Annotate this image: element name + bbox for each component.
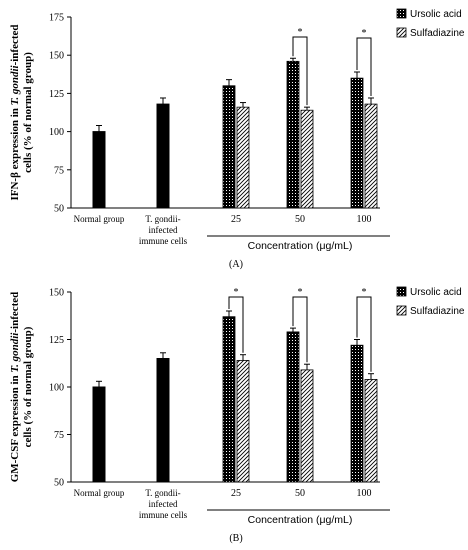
bar-sulfadiazine [236, 106, 250, 209]
y-tick-label: 125 [49, 335, 64, 346]
bar-sulfadiazine [300, 109, 314, 209]
chart-panel-b: 50 75 100 125 150 GM-CSF expression in T. gon… [9, 286, 465, 544]
x-tick-label: 25 [231, 214, 241, 225]
x-tick-label: 100 [357, 214, 372, 225]
y-tick-label: 100 [49, 127, 64, 138]
bar-control [92, 131, 106, 209]
y-axis-label: IFN-β expression in T. gondii-infectedce… [9, 24, 34, 200]
panel-label: (B) [229, 533, 242, 544]
bar-sulfadiazine [364, 103, 378, 209]
significance-bracket [292, 296, 308, 363]
significance-marker: * [234, 287, 239, 298]
y-tick-label: 125 [49, 89, 64, 100]
significance-marker: * [362, 28, 367, 39]
bar-control [92, 386, 106, 483]
x-tick-label: 50 [295, 488, 305, 499]
bar-sulfadiazine [364, 378, 378, 483]
significance-marker: * [298, 27, 303, 38]
x-tick-label: T. gondii-infected immune cells [139, 214, 188, 246]
x-tick-label: Normal group [74, 488, 125, 498]
legend-label-ursolic-acid: Ursolic acid [410, 9, 462, 20]
significance-bracket [356, 37, 372, 96]
bar-ursolic-acid [350, 77, 364, 209]
y-tick-label: 50 [54, 478, 64, 489]
significance-marker: * [362, 287, 367, 298]
y-tick-label: 75 [54, 430, 64, 441]
legend-label-sulfadiazine: Sulfadiazine [410, 306, 465, 317]
legend-label-sulfadiazine: Sulfadiazine [410, 28, 465, 39]
legend-swatch-sulfadiazine [396, 27, 407, 38]
y-tick-label: 50 [54, 204, 64, 215]
significance-marker: * [298, 287, 303, 298]
x-tick-label: 50 [295, 214, 305, 225]
legend-swatch-sulfadiazine [396, 305, 407, 316]
panel-label: (A) [229, 259, 243, 270]
x-axis-label: Concentration (μg/mL) [248, 240, 353, 252]
y-tick-label: 150 [49, 288, 64, 299]
y-tick-label: 175 [49, 13, 64, 24]
x-tick-label: Normal group [74, 214, 125, 224]
x-axis-label: Concentration (μg/mL) [248, 514, 353, 526]
y-tick-label: 100 [49, 383, 64, 394]
bar-control [156, 103, 170, 209]
chart-panel-a: 50 75 100 125 150 175 IFN-β expression in T. g… [9, 8, 465, 270]
y-tick-label: 150 [49, 51, 64, 62]
bar-ursolic-acid [286, 331, 300, 483]
y-tick-label: 75 [54, 165, 64, 176]
bar-sulfadiazine [300, 369, 314, 483]
bar-ursolic-acid [286, 60, 300, 209]
significance-bracket [356, 296, 372, 372]
bar-sulfadiazine [236, 359, 250, 483]
legend-swatch-ursolic-acid [396, 8, 407, 19]
bar-ursolic-acid [222, 85, 236, 209]
x-tick-label: T. gondii-infected immune cells [139, 488, 188, 520]
bar-ursolic-acid [350, 344, 364, 483]
significance-bracket [228, 296, 244, 353]
bar-control [156, 358, 170, 483]
x-tick-label: 100 [357, 488, 372, 499]
legend-swatch-ursolic-acid [396, 286, 407, 297]
legend-label-ursolic-acid: Ursolic acid [410, 287, 462, 298]
significance-bracket [292, 36, 308, 106]
y-axis-label: GM-CSF expression in T. gondii-infectedc… [9, 292, 34, 483]
x-tick-label: 25 [231, 488, 241, 499]
bar-ursolic-acid [222, 316, 236, 483]
